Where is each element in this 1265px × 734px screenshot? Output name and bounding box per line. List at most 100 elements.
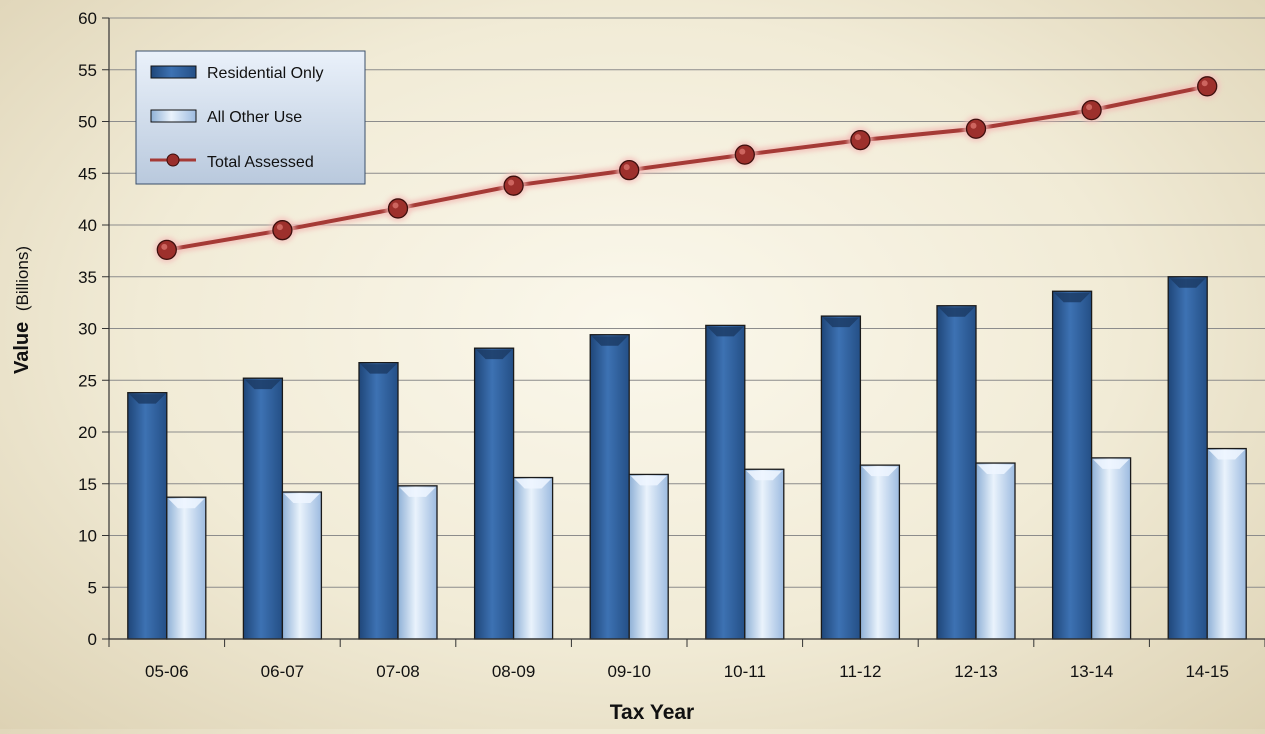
bar-other-2 [397,485,438,640]
y-tick-label-11: 55 [78,61,97,80]
bar-bevel-other-9 [1208,450,1245,460]
x-tick-label-0: 05-06 [145,662,188,681]
x-tick-label-1: 06-07 [261,662,304,681]
legend-swatch-residential [150,65,197,79]
point-shine-total-4 [623,164,630,171]
total-assessed-line [153,73,1221,263]
y-tick-label-10: 50 [78,113,97,132]
x-tick-label-5: 10-11 [724,662,766,681]
point-total-2 [387,198,409,219]
point-shine-total-1 [276,224,283,231]
bar-residential-0 [127,392,168,640]
y-tick-label-5: 25 [78,371,97,390]
bar-other-6 [859,464,901,640]
bar-bevel-residential-4 [591,336,628,346]
bar-bevel-residential-3 [476,349,513,360]
y-axis-title-unit: (Billions) [13,246,32,311]
bar-bevel-other-0 [168,498,205,509]
y-tick-label-1: 5 [88,578,97,597]
point-total-3 [503,175,524,196]
bar-other-9 [1206,447,1247,640]
bar-bevel-residential-5 [707,326,744,337]
bar-other-3 [512,476,554,640]
legend-item-other: All Other Use [150,109,302,126]
bar-other-1 [281,491,323,640]
y-tick-label-3: 15 [78,475,97,494]
bar-residential-4 [589,334,630,640]
y-axis-title-main: Value [11,322,33,374]
y-tick-label-0: 0 [88,630,97,649]
y-tick-label-2: 10 [78,527,97,546]
legend-label-total: Total Assessed [207,154,314,171]
bar-other-4 [628,473,669,640]
legend-item-residential: Residential Only [150,65,324,82]
bar-bevel-other-7 [977,464,1014,475]
x-tick-label-7: 12-13 [954,662,997,681]
y-tick-label-4: 20 [78,423,97,442]
point-total-5 [734,144,755,165]
legend-label-residential: Residential Only [207,65,324,82]
x-tick-label-6: 11-12 [839,662,881,681]
y-axis-title: Value (Billions) [11,246,33,374]
bar-bevel-residential-6 [822,317,859,328]
point-shine-total-8 [1086,104,1093,111]
bar-residential-2 [358,362,399,640]
legend-item-total: Total Assessed [150,153,314,171]
bar-bevel-other-1 [283,493,320,504]
bar-residential-7 [936,305,977,640]
point-total-9 [1197,76,1218,97]
x-axis-title: Tax Year [610,701,694,724]
y-tick-label-12: 60 [78,9,97,28]
y-tick-label-7: 35 [78,268,97,287]
point-shine-total-3 [508,179,515,186]
point-shine-total-2 [392,202,399,209]
point-shine-total-0 [161,243,168,250]
axes: 0 5 10 15 20 25 30 35 40 45 50 55 60 05-06 06-07 07-08 0… [78,9,1265,681]
point-total-7 [965,118,987,139]
point-total-1 [272,220,293,241]
point-shine-total-9 [1201,80,1208,87]
bar-bevel-residential-0 [129,394,166,404]
legend-marker-total [166,153,180,167]
bar-other-5 [744,468,785,640]
point-total-0 [156,239,177,260]
y-tick-label-8: 40 [78,216,97,235]
y-tick-label-6: 30 [78,320,97,339]
bar-bevel-residential-8 [1054,292,1091,303]
bar-bevel-other-5 [746,470,783,481]
bar-other-0 [166,496,207,640]
x-tick-label-2: 07-08 [376,662,419,681]
bar-bevel-other-4 [630,475,667,486]
bar-bevel-residential-9 [1169,278,1206,288]
y-tick-label-9: 45 [78,164,97,183]
point-total-4 [619,159,640,181]
bar-other-8 [1090,457,1132,640]
bar-bevel-other-2 [399,487,436,497]
bar-bevel-other-6 [861,466,898,477]
point-total-8 [1081,99,1102,121]
legend-swatch-other [150,109,197,123]
x-tick-label-3: 08-09 [492,662,535,681]
bar-residential-1 [242,377,284,640]
bar-residential-8 [1051,290,1093,640]
point-shine-total-7 [970,122,977,129]
bar-bevel-residential-7 [938,307,975,317]
bar-residential-5 [705,324,746,640]
bar-residential-6 [820,315,862,640]
x-tick-label-8: 13-14 [1070,662,1113,681]
bar-bevel-residential-1 [244,379,281,390]
bar-residential-9 [1167,276,1208,640]
bar-bevel-other-8 [1093,459,1130,469]
bar-other-7 [975,462,1016,640]
bar-bevel-other-3 [515,479,552,489]
bar-residential-3 [473,347,515,640]
bar-bevel-residential-2 [360,364,397,374]
line-total [166,84,1208,252]
x-tick-label-9: 14-15 [1185,662,1228,681]
legend: Residential Only All Other Use Total Ass… [135,50,366,185]
legend-label-other: All Other Use [207,109,302,126]
x-tick-label-4: 09-10 [607,662,650,681]
point-shine-total-6 [854,134,861,141]
